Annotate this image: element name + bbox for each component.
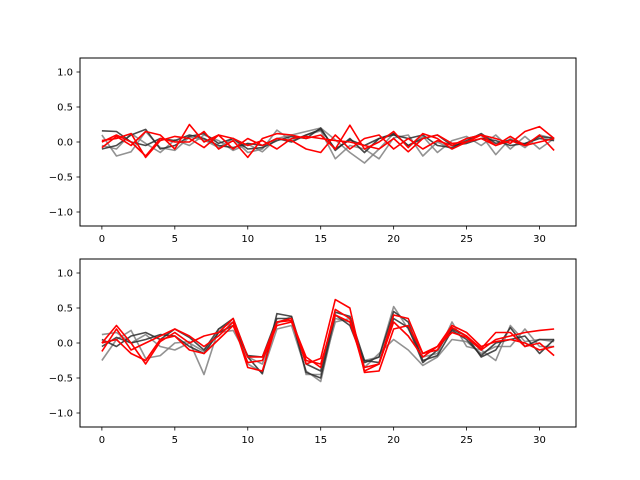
x-tick-label: 5 <box>172 435 178 446</box>
series-line-red-4 <box>101 124 555 159</box>
series-line-red-6 <box>101 132 555 159</box>
y-tick-label: 0.0 <box>57 138 73 149</box>
y-tick-label: −0.5 <box>49 374 73 385</box>
y-tick-label: 0.5 <box>57 103 73 114</box>
x-tick-label: 10 <box>241 435 254 446</box>
y-tick-label: 0.5 <box>57 304 73 315</box>
x-tick-label: 0 <box>99 234 105 245</box>
y-tick-label: 0.0 <box>57 339 73 350</box>
x-tick-label: 0 <box>99 435 105 446</box>
x-tick-label: 25 <box>460 234 473 245</box>
y-tick-label: −1.0 <box>49 208 73 219</box>
x-tick-label: 30 <box>533 435 546 446</box>
series-line-gray-1 <box>101 127 555 164</box>
x-tick-label: 5 <box>172 234 178 245</box>
series-line-red-6 <box>101 314 555 369</box>
x-tick-label: 30 <box>533 234 546 245</box>
series-group <box>101 123 555 164</box>
y-tick-label: 1.0 <box>57 68 73 79</box>
series-line-red-4 <box>101 298 555 374</box>
y-tick-label: 1.0 <box>57 269 73 280</box>
x-tick-label: 25 <box>460 435 473 446</box>
x-tick-label: 15 <box>314 435 327 446</box>
series-group <box>101 298 555 383</box>
x-tick-label: 20 <box>387 234 400 245</box>
y-tick-label: −0.5 <box>49 173 73 184</box>
bottom-subplot: 0 5 10 15 20 25 30 −1.0 −0.5 0.0 0.5 1.0 <box>49 258 577 446</box>
top-subplot: 0 5 10 15 20 25 30 −1.0 −0.5 0.0 0.5 1.0 <box>49 57 577 245</box>
x-tick-label: 15 <box>314 234 327 245</box>
x-tick-label: 10 <box>241 234 254 245</box>
x-tick-label: 20 <box>387 435 400 446</box>
y-tick-label: −1.0 <box>49 409 73 420</box>
